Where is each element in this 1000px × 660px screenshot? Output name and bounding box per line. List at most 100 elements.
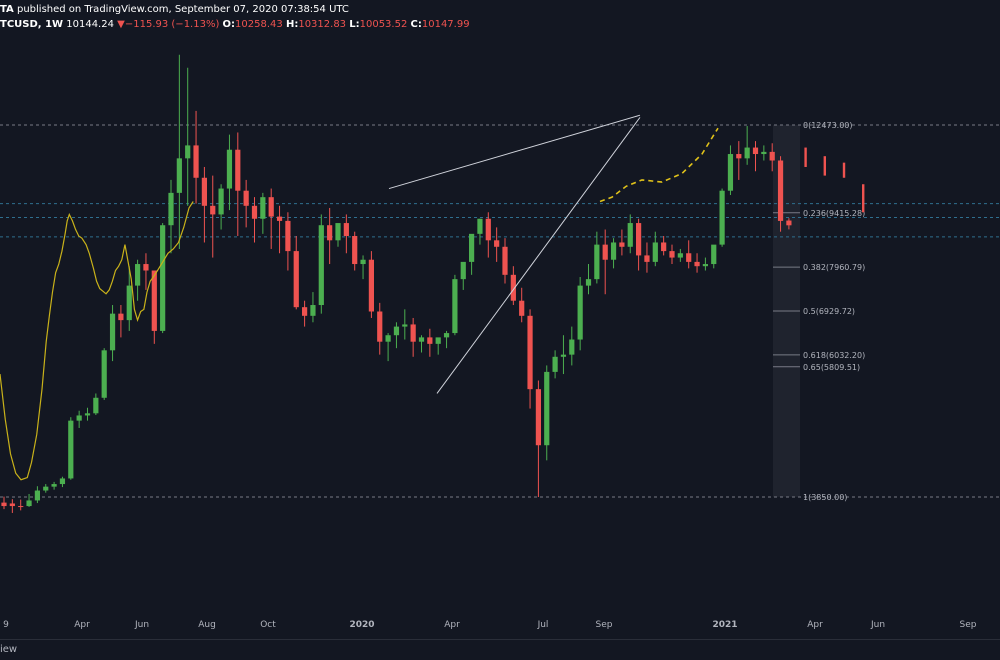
rising-wedge bbox=[388, 114, 641, 394]
moving-average bbox=[0, 127, 719, 481]
candle-body-67 bbox=[560, 354, 567, 357]
x-tick-label-11: Jun bbox=[870, 620, 885, 630]
candle-body-83 bbox=[694, 261, 700, 267]
candle-body-39 bbox=[327, 225, 333, 241]
candle-body-50 bbox=[418, 337, 425, 342]
high-label: H: bbox=[285, 19, 299, 30]
candle-body-36 bbox=[302, 307, 308, 316]
fibonacci-retracement: 0(12473.00) 0.236(9415.28) 0.382(7960.79) 0… bbox=[773, 121, 865, 502]
projected-candle-2 bbox=[842, 162, 846, 178]
author-name: TA bbox=[0, 4, 14, 15]
x-tick-label-2: Jun bbox=[134, 620, 149, 630]
candle-body-43 bbox=[360, 259, 366, 265]
last-price: 10144.24 bbox=[66, 19, 114, 30]
candle-body-28 bbox=[235, 149, 241, 191]
close-value: 10147.99 bbox=[421, 19, 470, 30]
candle-body-82 bbox=[686, 253, 692, 262]
candle-body-75 bbox=[627, 223, 633, 247]
candle-body-80 bbox=[669, 251, 675, 258]
candle-body-40 bbox=[335, 223, 341, 241]
candle-body-41 bbox=[343, 223, 349, 237]
candle-body-24 bbox=[201, 177, 207, 206]
candle-body-71 bbox=[594, 244, 600, 280]
candle-body-25 bbox=[210, 205, 216, 215]
low-label: L: bbox=[349, 19, 360, 30]
candle-body-61 bbox=[510, 274, 516, 301]
candle-body-2 bbox=[18, 506, 24, 508]
high-value: 10312.83 bbox=[298, 19, 347, 30]
candle-body-35 bbox=[293, 251, 299, 308]
ma-line bbox=[0, 201, 194, 481]
candle-body-85 bbox=[711, 244, 717, 265]
candle-body-44 bbox=[368, 259, 374, 312]
candle-body-62 bbox=[519, 300, 525, 316]
candle-body-92 bbox=[769, 151, 775, 161]
candle-body-76 bbox=[636, 223, 642, 256]
price-chart[interactable]: 0(12473.00) 0.236(9415.28) 0.382(7960.79) 0… bbox=[0, 0, 1000, 640]
low-value: 10053.52 bbox=[359, 19, 408, 30]
candle-body-5 bbox=[43, 486, 49, 491]
projection-ma-line bbox=[599, 127, 719, 203]
change-down-icon: ▼ bbox=[117, 19, 125, 30]
candle-body-30 bbox=[251, 205, 258, 219]
candle-body-69 bbox=[577, 285, 583, 340]
candle-body-88 bbox=[736, 154, 742, 159]
fib-label-4: 0.618(6032.20) bbox=[803, 351, 865, 360]
candle-body-7 bbox=[59, 478, 66, 485]
candle-body-94 bbox=[786, 220, 792, 226]
candle-body-64 bbox=[535, 389, 541, 446]
x-tick-label-12: Sep bbox=[960, 620, 977, 630]
candle-body-14 bbox=[118, 313, 124, 321]
close-label: C: bbox=[410, 19, 422, 30]
candle-body-1 bbox=[9, 503, 15, 507]
candle-body-4 bbox=[34, 490, 40, 501]
candle-body-38 bbox=[318, 225, 324, 306]
x-tick-label-10: Apr bbox=[807, 620, 823, 630]
candle-body-53 bbox=[443, 333, 450, 338]
candle-body-42 bbox=[352, 236, 358, 265]
candle-body-45 bbox=[377, 311, 383, 342]
candle-body-89 bbox=[744, 147, 750, 159]
fib-label-1: 0.236(9415.28) bbox=[803, 209, 865, 218]
candle-body-73 bbox=[610, 242, 617, 260]
candle-body-74 bbox=[619, 242, 625, 247]
fib-label-6: 1(3850.00) bbox=[803, 493, 847, 502]
candle-body-72 bbox=[602, 244, 608, 260]
ohlc-legend: TCUSD, 1W 10144.24 ▼−115.93 (−1.13%) O:1… bbox=[0, 19, 470, 30]
candle-body-52 bbox=[435, 337, 441, 344]
candle-body-49 bbox=[410, 324, 416, 342]
horizontal-lines bbox=[0, 124, 1000, 498]
x-tick-label-8: Sep bbox=[596, 620, 613, 630]
candle-body-54 bbox=[452, 279, 458, 334]
candle-body-81 bbox=[677, 253, 683, 258]
x-tick-label-3: Aug bbox=[198, 620, 216, 630]
footer-bar: iew bbox=[0, 639, 1000, 660]
candle-body-10 bbox=[84, 413, 91, 416]
open-label: O: bbox=[222, 19, 236, 30]
candle-body-91 bbox=[761, 151, 767, 155]
candle-body-0 bbox=[1, 502, 7, 507]
publish-header: TA published on TradingView.com, Septemb… bbox=[0, 4, 349, 15]
candle-body-93 bbox=[777, 160, 784, 221]
candle-body-6 bbox=[51, 484, 57, 487]
candle-body-70 bbox=[585, 279, 592, 286]
candle-body-33 bbox=[276, 216, 283, 221]
x-tick-label-6: Apr bbox=[444, 620, 460, 630]
projected-candles bbox=[804, 147, 865, 213]
candle-body-46 bbox=[385, 335, 391, 342]
candle-body-13 bbox=[109, 313, 116, 351]
candle-body-12 bbox=[101, 350, 107, 398]
candle-body-78 bbox=[652, 242, 658, 262]
candle-body-18 bbox=[151, 270, 157, 331]
candle-body-20 bbox=[168, 192, 174, 226]
candles bbox=[1, 54, 792, 513]
candle-body-31 bbox=[260, 197, 266, 219]
candle-body-59 bbox=[494, 240, 500, 247]
candle-body-63 bbox=[527, 315, 533, 390]
fib-label-3: 0.5(6929.72) bbox=[803, 307, 855, 316]
projected-candle-0 bbox=[804, 147, 807, 167]
candle-body-26 bbox=[218, 188, 224, 215]
x-tick-label-1: Apr bbox=[74, 620, 90, 630]
candle-body-51 bbox=[427, 337, 433, 344]
wedge-upper-line bbox=[388, 114, 641, 190]
